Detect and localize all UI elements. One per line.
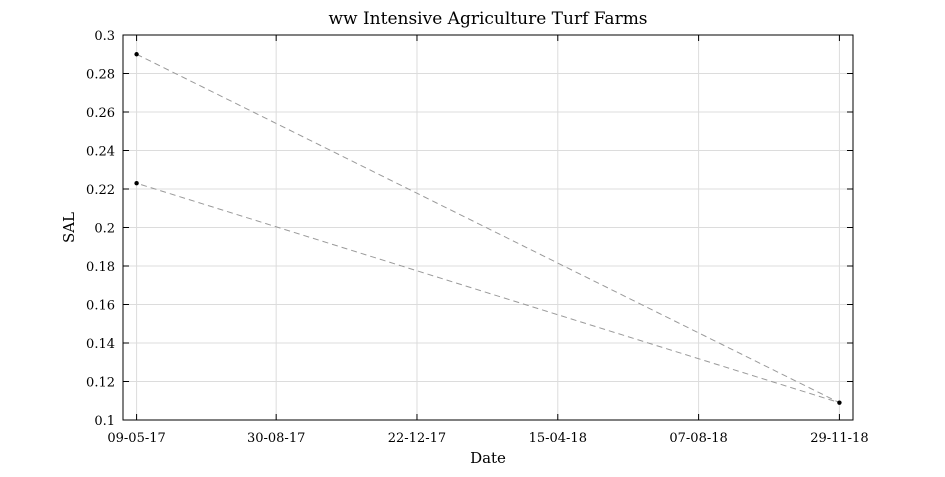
y-axis-title: SAL bbox=[60, 212, 78, 243]
y-tick-label: 0.26 bbox=[86, 106, 115, 121]
grid bbox=[123, 34, 853, 421]
y-tick-label: 0.14 bbox=[86, 337, 115, 352]
x-tick-label: 22-12-17 bbox=[388, 431, 446, 446]
x-tick-label: 29-11-18 bbox=[810, 431, 868, 446]
x-axis-title: Date bbox=[470, 449, 506, 467]
chart-title: ww Intensive Agriculture Turf Farms bbox=[328, 9, 647, 29]
y-tick-label: 0.2 bbox=[94, 222, 115, 237]
y-tick-label: 0.12 bbox=[86, 376, 115, 391]
y-tick-label: 0.18 bbox=[86, 260, 115, 275]
y-tick-label: 0.3 bbox=[94, 29, 115, 44]
y-tick-label: 0.24 bbox=[86, 145, 115, 160]
x-tick-label: 07-08-18 bbox=[669, 431, 727, 446]
series-line bbox=[136, 53, 840, 404]
x-tick-label: 09-05-17 bbox=[107, 431, 165, 446]
axis-ticks bbox=[123, 34, 853, 421]
data-point bbox=[837, 400, 842, 405]
y-tick-label: 0.28 bbox=[86, 68, 115, 83]
data-point bbox=[134, 52, 139, 57]
y-tick-label: 0.22 bbox=[86, 183, 115, 198]
y-tick-label: 0.16 bbox=[86, 299, 115, 314]
data-point bbox=[134, 181, 139, 186]
y-tick-label: 0.1 bbox=[94, 414, 115, 429]
x-tick-label: 15-04-18 bbox=[529, 431, 587, 446]
x-tick-label: 30-08-17 bbox=[247, 431, 305, 446]
data-series bbox=[134, 52, 842, 405]
